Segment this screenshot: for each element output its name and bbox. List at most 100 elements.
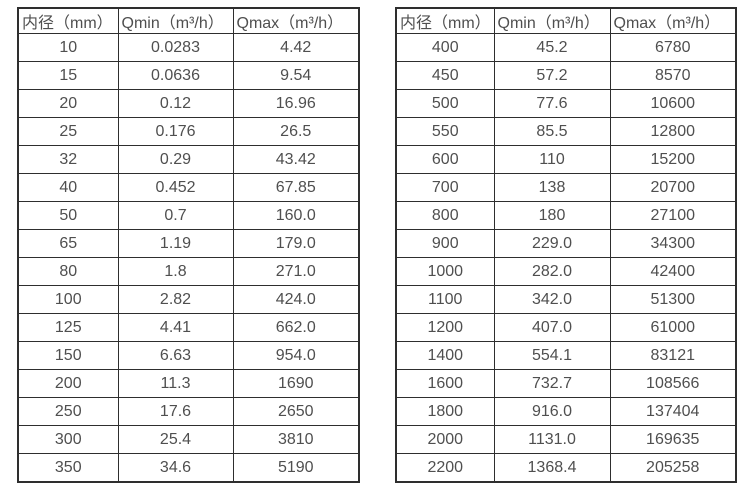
table-row: 25 0.176 26.5 [17, 117, 360, 147]
cell-qmin: 6.63 [117, 341, 234, 371]
table-row: 2000 1131.0 169635 [395, 425, 737, 455]
cell-qmin: 342.0 [493, 285, 611, 315]
table-row: 125 4.41 662.0 [17, 313, 360, 343]
cell-inner-diameter: 25 [17, 117, 119, 147]
cell-qmin: 916.0 [493, 397, 611, 427]
flow-rate-table-large-diameters: 内径（mm） Qmin（m³/h） Qmax（m³/h） 400 45.2 6780… [395, 7, 737, 483]
table-row: 20 0.12 16.96 [17, 89, 360, 119]
cell-inner-diameter: 50 [17, 201, 119, 231]
table-row: 350 34.6 5190 [17, 453, 360, 483]
table-row: 200 11.3 1690 [17, 369, 360, 399]
table-row: 1600 732.7 108566 [395, 369, 737, 399]
cell-qmin: 180 [493, 201, 611, 231]
cell-qmax: 27100 [609, 201, 737, 231]
cell-inner-diameter: 150 [17, 341, 119, 371]
cell-qmax: 83121 [609, 341, 737, 371]
cell-qmax: 26.5 [232, 117, 360, 147]
cell-qmin: 2.82 [117, 285, 234, 315]
header-qmax: Qmax（m³/h） [232, 7, 360, 34]
table-row: 1200 407.0 61000 [395, 313, 737, 343]
cell-inner-diameter: 20 [17, 89, 119, 119]
cell-qmin: 138 [493, 173, 611, 203]
cell-qmin: 77.6 [493, 89, 611, 119]
cell-inner-diameter: 550 [395, 117, 495, 147]
cell-qmax: 5190 [232, 453, 360, 483]
cell-inner-diameter: 80 [17, 257, 119, 287]
cell-qmax: 169635 [609, 425, 737, 455]
cell-qmax: 662.0 [232, 313, 360, 343]
header-qmin: Qmin（m³/h） [117, 7, 234, 34]
table-row: 1400 554.1 83121 [395, 341, 737, 371]
cell-qmin: 282.0 [493, 257, 611, 287]
cell-qmin: 110 [493, 145, 611, 175]
cell-qmax: 15200 [609, 145, 737, 175]
cell-qmax: 179.0 [232, 229, 360, 259]
cell-inner-diameter: 1000 [395, 257, 495, 287]
cell-inner-diameter: 250 [17, 397, 119, 427]
cell-qmax: 9.54 [232, 61, 360, 91]
cell-inner-diameter: 400 [395, 32, 495, 63]
cell-qmax: 42400 [609, 257, 737, 287]
table-row: 1800 916.0 137404 [395, 397, 737, 427]
cell-inner-diameter: 10 [17, 32, 119, 63]
table-row: 450 57.2 8570 [395, 61, 737, 91]
cell-inner-diameter: 65 [17, 229, 119, 259]
cell-inner-diameter: 1100 [395, 285, 495, 315]
cell-qmin: 1.8 [117, 257, 234, 287]
cell-qmin: 0.7 [117, 201, 234, 231]
cell-qmax: 12800 [609, 117, 737, 147]
cell-qmax: 137404 [609, 397, 737, 427]
table-row: 150 6.63 954.0 [17, 341, 360, 371]
cell-inner-diameter: 700 [395, 173, 495, 203]
table-row: 10 0.0283 4.42 [17, 32, 360, 63]
cell-inner-diameter: 300 [17, 425, 119, 455]
cell-inner-diameter: 1400 [395, 341, 495, 371]
table-row: 700 138 20700 [395, 173, 737, 203]
cell-inner-diameter: 40 [17, 173, 119, 203]
cell-qmax: 1690 [232, 369, 360, 399]
cell-qmin: 34.6 [117, 453, 234, 483]
cell-qmin: 11.3 [117, 369, 234, 399]
cell-qmax: 160.0 [232, 201, 360, 231]
table-row: 500 77.6 10600 [395, 89, 737, 119]
cell-qmax: 8570 [609, 61, 737, 91]
table-row: 550 85.5 12800 [395, 117, 737, 147]
cell-qmin: 407.0 [493, 313, 611, 343]
cell-qmax: 4.42 [232, 32, 360, 63]
table-row: 2200 1368.4 205258 [395, 453, 737, 483]
cell-inner-diameter: 100 [17, 285, 119, 315]
cell-qmin: 732.7 [493, 369, 611, 399]
table-row: 250 17.6 2650 [17, 397, 360, 427]
cell-qmin: 0.0636 [117, 61, 234, 91]
cell-qmin: 0.12 [117, 89, 234, 119]
cell-qmax: 51300 [609, 285, 737, 315]
table-row: 32 0.29 43.42 [17, 145, 360, 175]
table-row: 900 229.0 34300 [395, 229, 737, 259]
cell-inner-diameter: 1800 [395, 397, 495, 427]
table-row: 800 180 27100 [395, 201, 737, 231]
header-qmin: Qmin（m³/h） [493, 7, 611, 34]
cell-inner-diameter: 1600 [395, 369, 495, 399]
cell-qmin: 0.176 [117, 117, 234, 147]
cell-qmax: 20700 [609, 173, 737, 203]
cell-inner-diameter: 125 [17, 313, 119, 343]
flow-rate-table-small-diameters: 内径（mm） Qmin（m³/h） Qmax（m³/h） 10 0.0283 4.4… [17, 7, 360, 483]
header-qmax: Qmax（m³/h） [609, 7, 737, 34]
table-row: 1000 282.0 42400 [395, 257, 737, 287]
cell-qmin: 1131.0 [493, 425, 611, 455]
cell-qmin: 554.1 [493, 341, 611, 371]
cell-qmin: 57.2 [493, 61, 611, 91]
cell-qmax: 954.0 [232, 341, 360, 371]
cell-inner-diameter: 600 [395, 145, 495, 175]
cell-inner-diameter: 350 [17, 453, 119, 483]
cell-qmin: 0.452 [117, 173, 234, 203]
cell-inner-diameter: 200 [17, 369, 119, 399]
cell-qmin: 229.0 [493, 229, 611, 259]
cell-qmax: 67.85 [232, 173, 360, 203]
cell-qmax: 271.0 [232, 257, 360, 287]
cell-inner-diameter: 2000 [395, 425, 495, 455]
table-row: 40 0.452 67.85 [17, 173, 360, 203]
cell-qmin: 0.0283 [117, 32, 234, 63]
table-row: 15 0.0636 9.54 [17, 61, 360, 91]
